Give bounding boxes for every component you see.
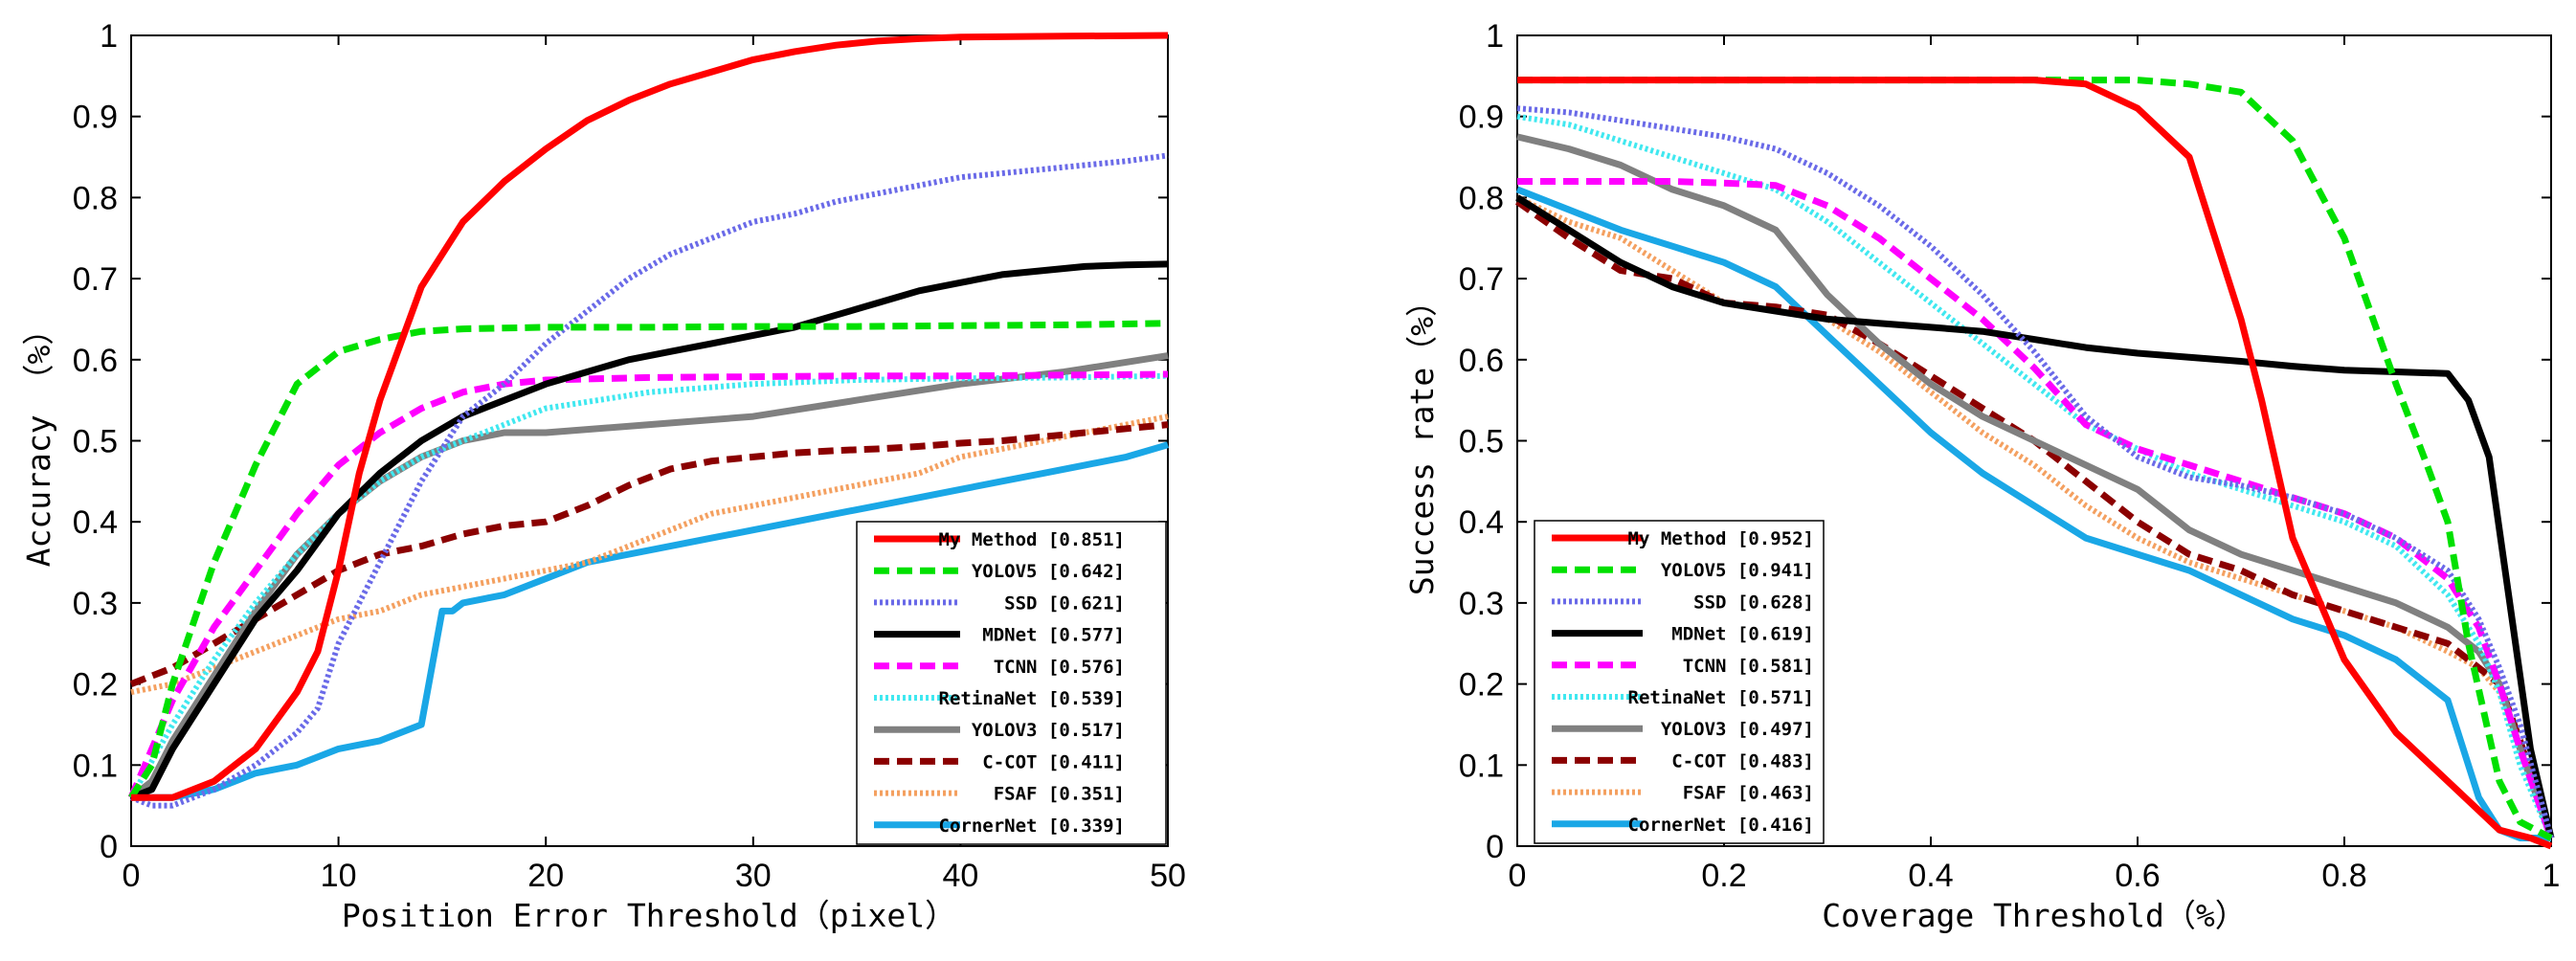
y-tick-label: 0.8 [1459, 180, 1504, 216]
x-axis-label-accuracy: Position Error Threshold（pixel） [342, 897, 956, 934]
series-line-c-cot [129, 421, 1169, 687]
legend-label: RetinaNet [0.571] [1628, 687, 1814, 708]
legend-label: YOLOV5 [0.642] [972, 561, 1125, 582]
series-line-ssd [129, 152, 1169, 809]
y-tick-label: 0 [100, 829, 118, 865]
x-tick-label: 20 [527, 858, 564, 894]
legend-label: SSD [0.621] [1004, 592, 1125, 614]
x-tick-label: 0.8 [2321, 858, 2366, 894]
x-tick-label: 0 [123, 858, 141, 894]
x-tick-label: 50 [1150, 858, 1186, 894]
y-tick-label: 0.7 [1459, 261, 1504, 298]
y-tick-label: 0.4 [1459, 504, 1504, 541]
legend-label: CornerNet [0.339] [939, 816, 1125, 837]
success-legend: My Method [0.952] YOLOV5 [0.941] SSD [0.62… [1534, 520, 1825, 844]
series-line-retinanet [1516, 113, 2554, 839]
x-axis-label-success: Coverage Threshold（%） [1822, 897, 2247, 934]
y-tick-label: 0.1 [73, 748, 118, 784]
series-line-yolov5 [128, 320, 1169, 800]
y-tick-label: 0.8 [73, 180, 118, 216]
legend-label: FSAF [0.463] [1683, 783, 1814, 804]
success-rate-chart: 0 0.1 0.2 0.3 0.4 0.5 0.6 0.7 0.8 0.9 1 0 0.2 0.4 0.6 0… [1403, 18, 2560, 934]
legend-label: My Method [0.952] [1628, 528, 1814, 549]
series-line-cornernet [131, 441, 1169, 801]
series-line-retinanet [128, 372, 1169, 799]
y-tick-label: 0.5 [73, 424, 118, 460]
x-tick-label: 30 [735, 858, 772, 894]
y-tick-label: 0.9 [1459, 100, 1504, 136]
legend-label: TCNN [0.581] [1683, 656, 1814, 677]
success-lines [1514, 77, 2555, 850]
x-tick-label: 0.6 [2115, 858, 2160, 894]
x-tick-label: 0 [1509, 858, 1527, 894]
accuracy-chart: 00.10.20.30.40.50.60.70.80.910 10 20 30 40 50… [20, 18, 1186, 934]
series-line-mdnet [1515, 194, 2555, 839]
y-axis-label-success: Success rate（%） [1403, 285, 1441, 595]
y-tick-label: 0.3 [73, 586, 118, 622]
series-line-yolov3 [128, 352, 1169, 800]
success-ticks: 0 0.1 0.2 0.3 0.4 0.5 0.6 0.7 0.8 0.9 1 0 0.2 0.4 0.6 0… [1459, 18, 2561, 894]
legend-label: C-COT [0.483] [1671, 750, 1814, 771]
legend-label: YOLOV3 [0.517] [972, 720, 1125, 741]
x-tick-label: 0.2 [1701, 858, 1746, 894]
x-tick-label: 1 [2542, 858, 2561, 894]
series-line-my [1517, 77, 2553, 850]
legend-box-accuracy [856, 521, 1167, 845]
legend-label: MDNet [0.577] [982, 625, 1125, 646]
accuracy-ticks: 00.10.20.30.40.50.60.70.80.910 10 20 30 40 50 [73, 18, 1186, 894]
y-tick-label: 0.9 [73, 100, 118, 136]
x-tick-label: 0.4 [1908, 858, 1953, 894]
y-tick-label: 0.4 [73, 504, 118, 541]
y-tick-label: 0 [1486, 829, 1504, 865]
y-tick-label: 0.3 [1459, 586, 1504, 622]
y-tick-label: 1 [1486, 18, 1504, 55]
series-line-tcnn [127, 370, 1169, 799]
legend-label: SSD [0.628] [1693, 592, 1814, 613]
series-line-tcnn [1517, 178, 2555, 839]
series-line-yolov3 [1516, 133, 2555, 839]
legend-label: MDNet [0.619] [1671, 624, 1814, 645]
legend-label: YOLOV3 [0.497] [1661, 719, 1814, 740]
legend-label: TCNN [0.576] [994, 657, 1125, 678]
y-tick-label: 0.2 [1459, 667, 1504, 704]
x-tick-label: 40 [942, 858, 978, 894]
legend-label: My Method [0.851] [939, 529, 1125, 550]
accuracy-lines [127, 32, 1169, 809]
y-tick-label: 0.1 [1459, 748, 1504, 784]
series-line-cornernet [1515, 186, 2551, 841]
legend-label: YOLOV5 [0.941] [1661, 560, 1814, 581]
x-tick-label: 10 [321, 858, 357, 894]
y-tick-label: 0.7 [73, 261, 118, 298]
series-line-mdnet [129, 260, 1169, 801]
accuracy-legend: My Method [0.851] YOLOV5 [0.642] SSD [0.62… [856, 521, 1167, 845]
series-line-ssd [1516, 105, 2554, 839]
y-tick-label: 0.5 [1459, 424, 1504, 460]
y-tick-label: 1 [100, 18, 118, 55]
y-axis-label-accuracy: Accuracy （%） [20, 314, 57, 568]
y-tick-label: 0.2 [73, 667, 118, 704]
legend-label: CornerNet [0.416] [1628, 815, 1814, 836]
series-line-my [131, 32, 1169, 801]
y-tick-label: 0.6 [73, 343, 118, 379]
y-tick-label: 0.6 [1459, 343, 1504, 379]
legend-label: C-COT [0.411] [982, 751, 1125, 772]
legend-label: RetinaNet [0.539] [939, 688, 1125, 709]
legend-label: FSAF [0.351] [994, 784, 1125, 805]
